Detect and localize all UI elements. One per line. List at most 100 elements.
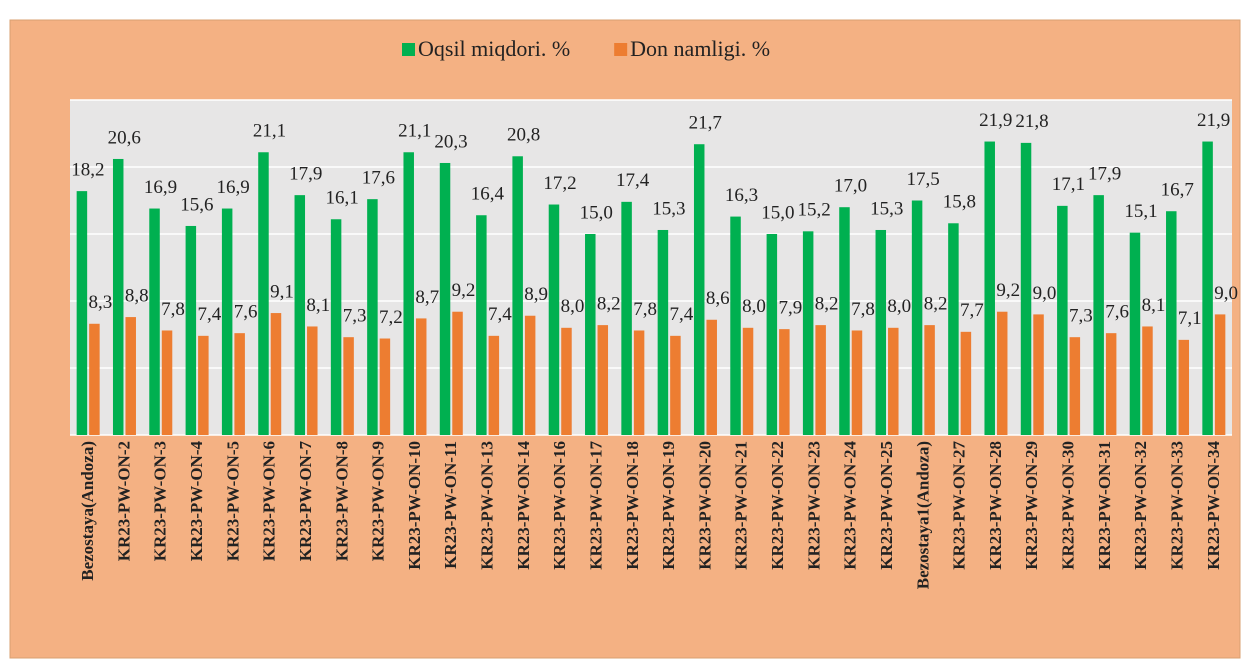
bar xyxy=(330,219,342,435)
bar xyxy=(888,327,899,435)
bar xyxy=(911,200,923,435)
x-tick-label: KR23-PW-ON-19 xyxy=(659,441,678,570)
bar xyxy=(161,330,173,435)
value-label: 15,3 xyxy=(870,198,903,219)
bar xyxy=(198,335,209,435)
bar xyxy=(996,311,1008,435)
value-label: 16,1 xyxy=(325,188,358,209)
bar xyxy=(112,158,124,435)
bar xyxy=(948,223,959,435)
value-label: 8,6 xyxy=(706,288,730,309)
value-label: 17,4 xyxy=(616,170,650,191)
value-label: 21,1 xyxy=(398,121,431,142)
bar xyxy=(984,141,995,436)
x-tick-label: Bezostaya1(Andoza) xyxy=(913,441,932,589)
bar xyxy=(258,152,269,435)
value-label: 8,2 xyxy=(924,293,948,314)
x-tick-label: KR23-PW-ON-22 xyxy=(768,441,787,570)
bar xyxy=(1129,232,1141,435)
bar xyxy=(1033,314,1044,435)
bar xyxy=(924,325,935,435)
bar xyxy=(512,156,523,435)
x-tick-label: KR23-PW-ON-4 xyxy=(187,441,206,562)
legend-swatch xyxy=(402,43,415,56)
bar xyxy=(851,330,863,435)
bar xyxy=(597,325,609,435)
x-tick-label: KR23-PW-ON-3 xyxy=(151,441,170,561)
bar xyxy=(839,207,850,435)
bar xyxy=(1202,141,1213,436)
x-tick-label: KR23-PW-ON-21 xyxy=(732,441,751,570)
value-label: 16,7 xyxy=(1161,180,1194,201)
bar xyxy=(561,327,572,435)
bar xyxy=(1093,195,1104,435)
value-label: 15,1 xyxy=(1124,201,1157,222)
x-tick-label: KR23-PW-ON-16 xyxy=(550,441,569,570)
x-tick-label: KR23-PW-ON-11 xyxy=(441,441,460,569)
bar xyxy=(1166,211,1177,435)
x-tick-label: KR23-PW-ON-34 xyxy=(1204,441,1223,570)
x-tick-label: KR23-PW-ON-2 xyxy=(114,441,133,561)
value-label: 17,1 xyxy=(1052,174,1085,195)
value-label: 15,3 xyxy=(652,198,685,219)
value-label: 16,3 xyxy=(725,185,758,206)
value-label: 15,6 xyxy=(180,194,213,215)
value-label: 16,4 xyxy=(471,184,505,205)
bar xyxy=(270,313,282,435)
bar xyxy=(960,331,972,435)
bar xyxy=(766,234,778,435)
bar xyxy=(742,327,754,435)
bar xyxy=(76,191,88,435)
bar xyxy=(89,323,100,435)
x-tick-label: KR23-PW-ON-31 xyxy=(1095,441,1114,570)
bar xyxy=(524,315,536,435)
x-tick-label: KR23-PW-ON-25 xyxy=(877,441,896,570)
legend-label: Oqsil miqdori. % xyxy=(418,36,570,61)
bar xyxy=(1214,314,1226,435)
value-label: 7,4 xyxy=(670,304,694,325)
value-label: 21,8 xyxy=(1015,111,1048,132)
x-tick-label: KR23-PW-ON-27 xyxy=(950,441,969,570)
bar xyxy=(633,330,645,435)
x-tick-label: KR23-PW-ON-17 xyxy=(586,441,605,570)
bar xyxy=(343,337,354,435)
value-label: 15,8 xyxy=(943,192,976,213)
value-label: 18,2 xyxy=(71,159,104,180)
x-tick-label: KR23-PW-ON-20 xyxy=(695,441,714,570)
bar xyxy=(125,317,136,435)
value-label: 17,0 xyxy=(834,176,867,197)
value-label: 7,4 xyxy=(488,304,512,325)
x-tick-label: Bezostaya(Andoza) xyxy=(78,441,97,581)
value-label: 7,6 xyxy=(1105,302,1129,323)
x-tick-label: KR23-PW-ON-13 xyxy=(478,441,497,570)
bar xyxy=(815,325,826,435)
x-tick-label: KR23-PW-ON-10 xyxy=(405,441,424,570)
value-label: 17,5 xyxy=(906,169,939,190)
bar xyxy=(802,231,814,435)
value-label: 8,0 xyxy=(742,296,766,317)
value-label: 21,9 xyxy=(1197,110,1230,131)
bar xyxy=(779,329,790,435)
value-label: 9,0 xyxy=(1214,283,1238,304)
value-label: 7,8 xyxy=(633,299,657,320)
value-label: 8,0 xyxy=(561,296,585,317)
value-label: 8,2 xyxy=(815,293,839,314)
value-label: 20,3 xyxy=(434,131,467,152)
bar xyxy=(488,335,500,435)
x-tick-label: KR23-PW-ON-5 xyxy=(223,441,242,561)
bar xyxy=(439,162,451,436)
bar xyxy=(403,152,414,435)
bar xyxy=(693,144,705,435)
value-label: 21,9 xyxy=(979,110,1012,131)
value-label: 7,8 xyxy=(851,299,875,320)
x-tick-label: KR23-PW-ON-28 xyxy=(986,441,1005,570)
bar xyxy=(307,326,318,435)
x-tick-label: KR23-PW-ON-18 xyxy=(623,441,642,570)
value-label: 7,3 xyxy=(343,306,367,327)
bar xyxy=(621,201,632,435)
bar xyxy=(730,216,741,435)
value-label: 8,9 xyxy=(524,284,548,305)
bar xyxy=(367,199,378,435)
value-label: 16,9 xyxy=(217,177,250,198)
